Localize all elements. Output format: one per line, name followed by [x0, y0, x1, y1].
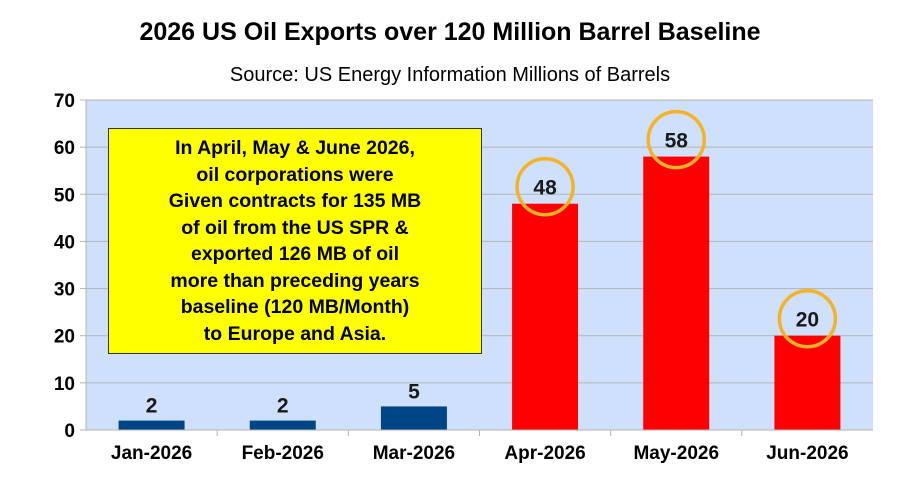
- y-tick-label: 60: [54, 138, 75, 159]
- y-tick-label: 10: [54, 374, 75, 395]
- x-axis-ticks: Jan-2026 Feb-2026 Mar-2026 Apr-2026 May-2026…: [111, 430, 849, 464]
- bars: [118, 156, 841, 431]
- x-tick-label: Jun-2026: [766, 443, 848, 464]
- bar-apr-2026: [512, 203, 579, 430]
- bar-may-2026: [643, 156, 710, 431]
- highlight-circle: [777, 288, 838, 349]
- chart-subtitle: Source: US Energy Information Millions o…: [229, 64, 671, 86]
- chart-title: 2026 US Oil Exports over 120 Million Bar…: [139, 18, 761, 46]
- bar-jun-2026: [774, 335, 841, 430]
- y-tick-label: 30: [54, 280, 75, 301]
- annotation-box: In April, May & June 2026, oil corporati…: [108, 128, 482, 354]
- annotation-text: In April, May & June 2026, oil corporati…: [168, 137, 422, 345]
- y-axis-ticks: 0 10 20 30 40 50 60 70: [54, 91, 86, 442]
- x-tick-label: Jan-2026: [111, 443, 192, 464]
- data-label: 2: [277, 395, 289, 418]
- y-tick-label: 70: [54, 91, 75, 112]
- highlight-circle: [646, 109, 706, 170]
- data-label: 5: [408, 380, 420, 403]
- y-tick-label: 20: [54, 327, 75, 348]
- data-label: 48: [533, 177, 557, 200]
- y-tick-label: 0: [64, 421, 75, 442]
- bar-feb-2026: [249, 420, 316, 430]
- data-label: 58: [665, 130, 689, 153]
- highlight-circle: [515, 156, 575, 217]
- x-tick-label: May-2026: [633, 443, 719, 464]
- y-tick-label: 50: [54, 185, 75, 206]
- x-tick-label: Feb-2026: [242, 443, 324, 464]
- bar-mar-2026: [380, 406, 447, 430]
- x-tick-label: Mar-2026: [373, 443, 455, 464]
- bar-jan-2026: [118, 420, 185, 430]
- y-tick-label: 40: [54, 232, 75, 253]
- data-label: 20: [796, 309, 819, 332]
- data-label: 2: [146, 395, 158, 418]
- x-tick-label: Apr-2026: [504, 443, 585, 464]
